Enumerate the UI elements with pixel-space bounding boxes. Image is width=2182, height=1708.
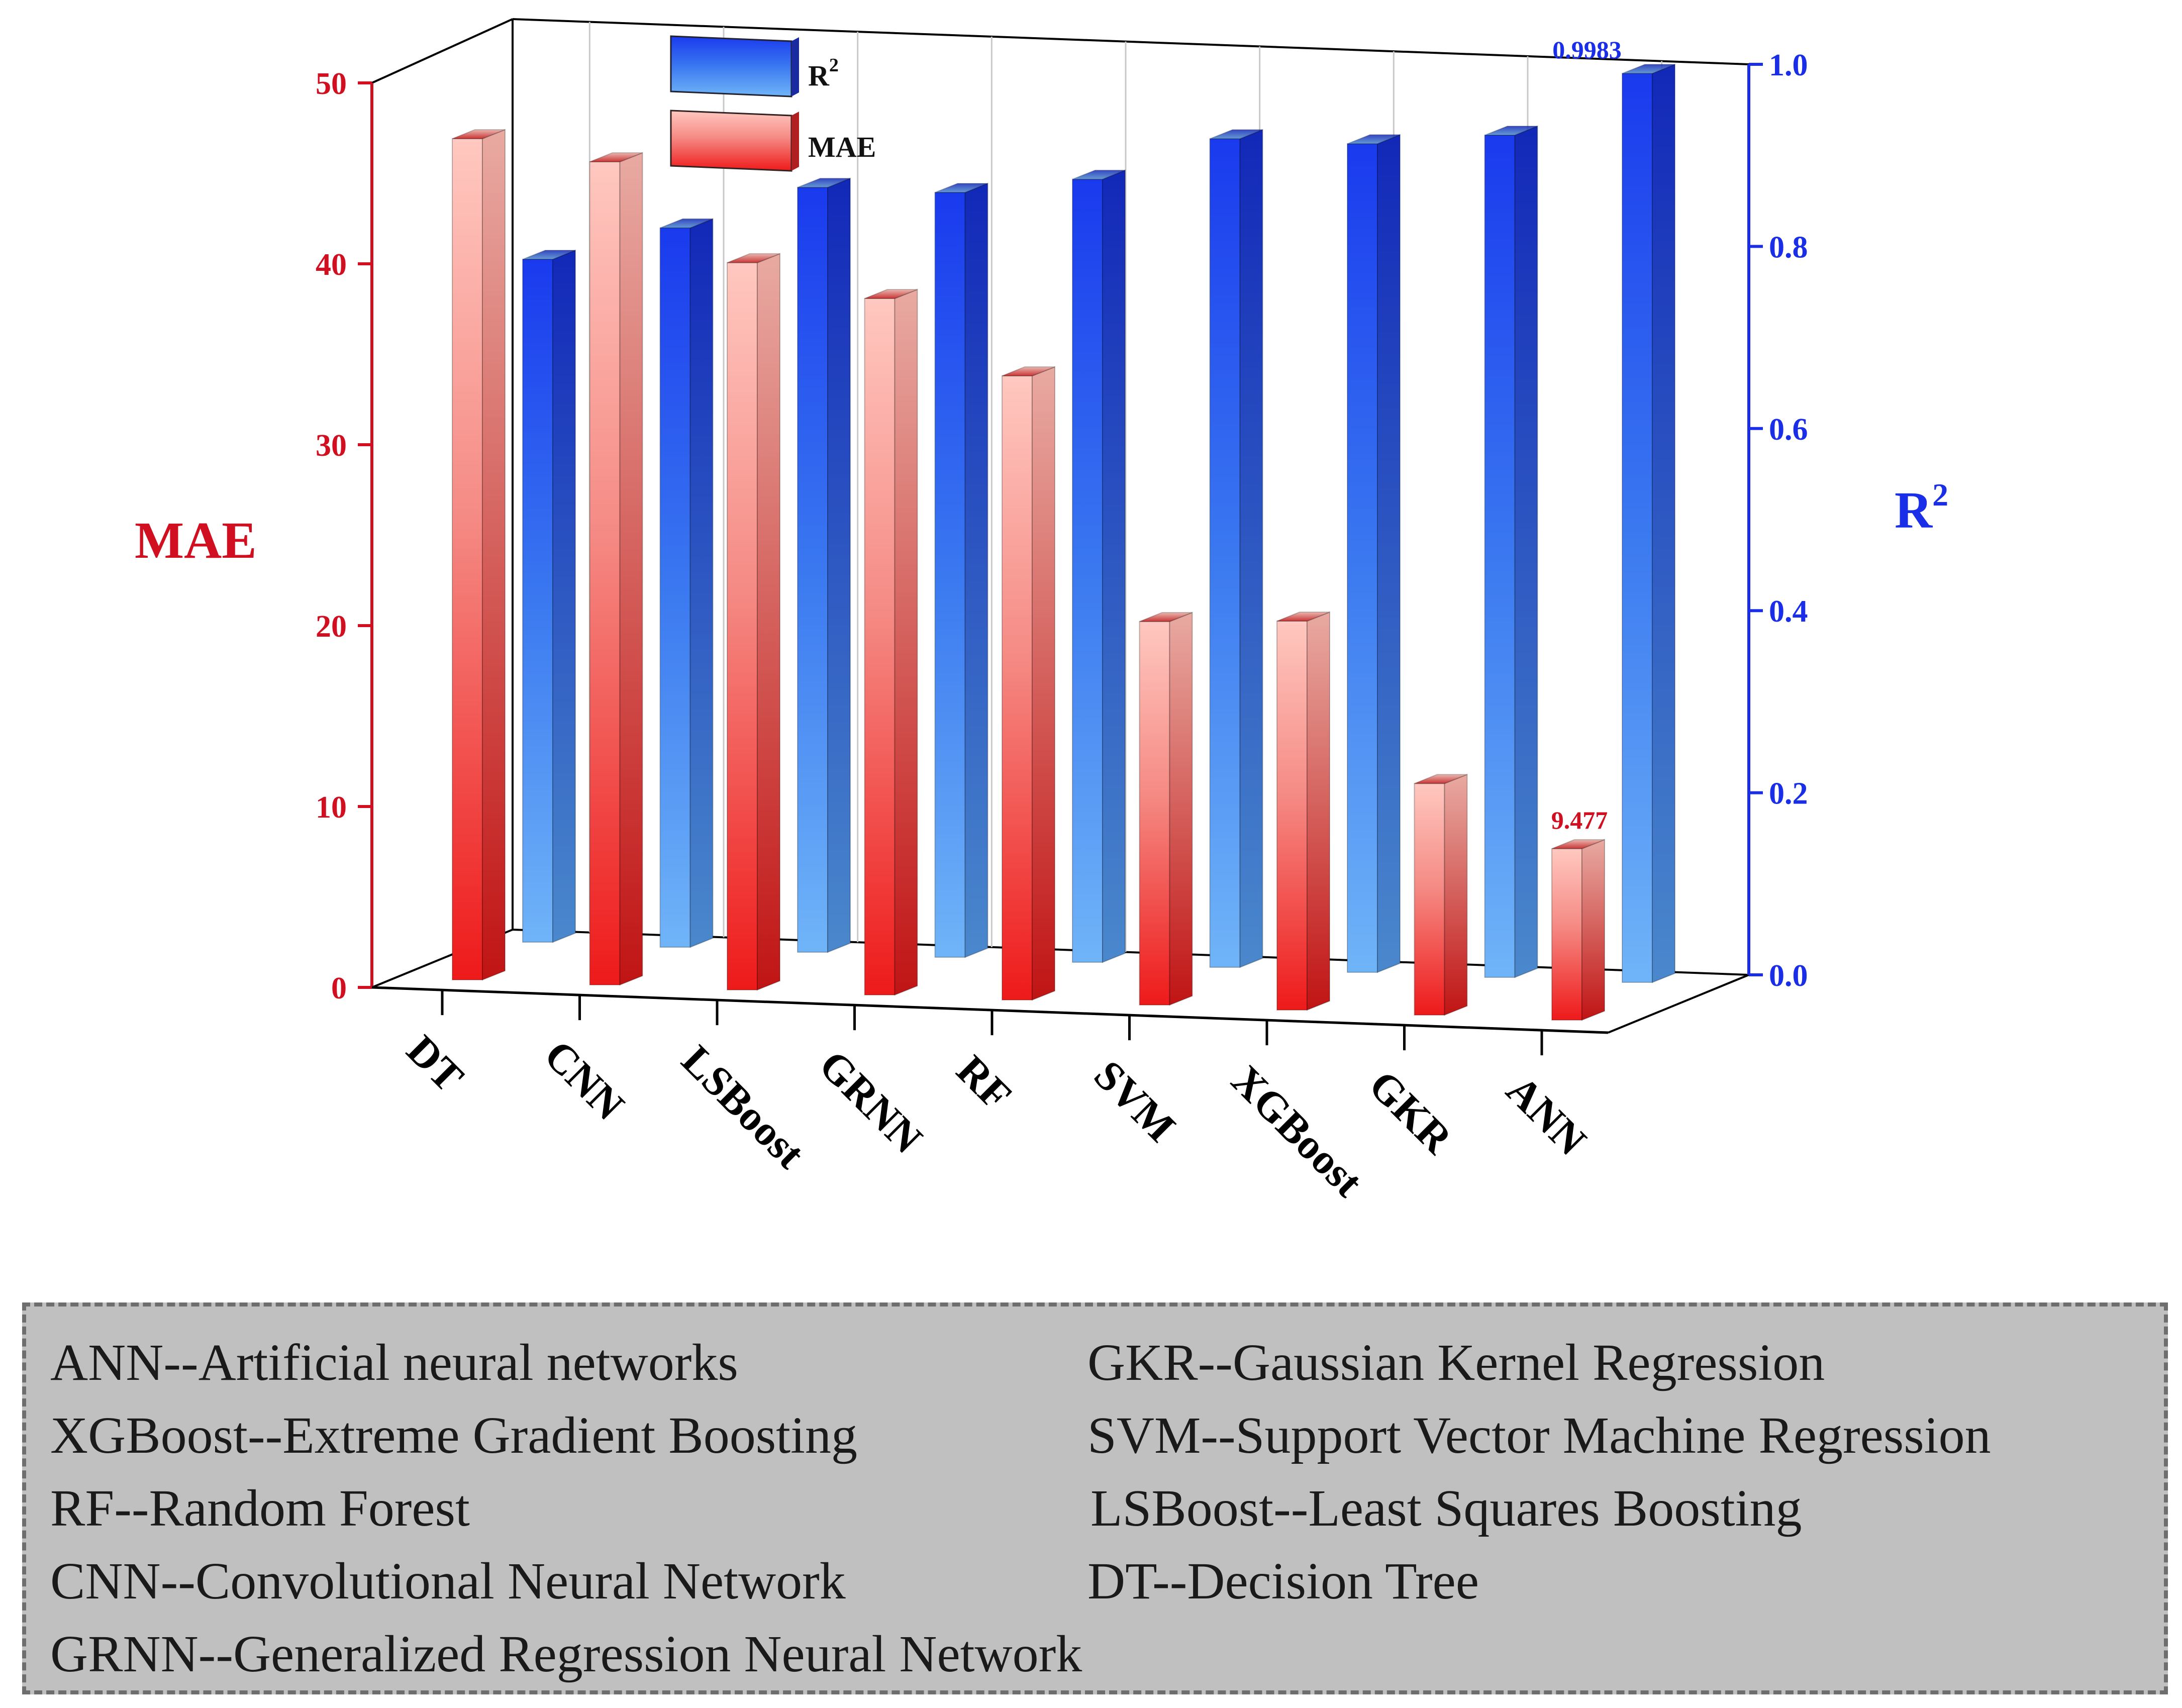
bar-mae-grnn — [864, 288, 918, 996]
abbrev-gkr: GKR--Gaussian Kernel Regression — [1087, 1334, 1825, 1391]
r2-axis-title: R2 — [1895, 477, 1948, 539]
bar-r2-dt — [522, 249, 576, 943]
r2-tick-label: 1.0 — [1769, 48, 1808, 82]
bar-mae-svm — [1139, 612, 1193, 1006]
mae-axis-title: MAE — [135, 512, 257, 569]
bar-mae-xgboost — [1276, 611, 1330, 1011]
bar-r2-gkr — [1484, 125, 1538, 978]
svg-text:R2: R2 — [808, 55, 839, 92]
mae-tick-label: 30 — [316, 429, 347, 463]
category-label-ann: ANN — [1498, 1067, 1595, 1164]
r2-tick-label: 0.4 — [1769, 594, 1808, 629]
category-label-grnn: GRNN — [810, 1042, 931, 1163]
abbreviation-legend-box: ANN--Artificial neural networks XGBoost-… — [22, 1302, 2168, 1694]
bar-r2-cnn — [659, 218, 714, 948]
bar-mae-ann — [1551, 839, 1605, 1021]
bar-r2-grnn — [934, 182, 988, 958]
mae-tick-label: 20 — [316, 610, 347, 644]
r2-axis: 0.0 0.2 0.4 0.6 0.8 1.0 — [1747, 48, 1808, 993]
plot-frame — [371, 18, 1750, 1034]
mae-tick-label: 50 — [316, 67, 347, 101]
bar-r2-lsboost — [797, 177, 851, 953]
abbrev-dt: DT--Decision Tree — [1087, 1552, 1479, 1610]
category-label-dt: DT — [398, 1027, 472, 1101]
bar-r2-xgboost — [1347, 134, 1401, 973]
category-label-gkr: GKR — [1360, 1062, 1461, 1163]
svg-text:MAE: MAE — [808, 131, 876, 163]
data-label-ann-mae: 9.477 — [1551, 806, 1608, 834]
r2-tick-label: 0.6 — [1769, 413, 1808, 447]
bar-r2-rf — [1072, 169, 1126, 963]
bars-layer — [452, 63, 1675, 1021]
legend-item-mae: MAE — [670, 110, 876, 172]
mae-tick-label: 10 — [316, 790, 347, 825]
mae-axis: 0 10 20 30 40 50 — [316, 67, 373, 1006]
abbrev-rf: RF--Random Forest — [50, 1479, 470, 1537]
bar-r2-svm — [1209, 129, 1263, 968]
category-label-lsboost: LSBoost — [673, 1037, 814, 1177]
r2-tick-label: 0.8 — [1769, 230, 1808, 264]
bar-r2-ann — [1622, 63, 1675, 983]
r2-tick-label: 0.2 — [1769, 777, 1808, 811]
legend: R2 MAE — [670, 35, 876, 172]
bar-mae-dt — [452, 129, 506, 981]
category-label-xgboost: XGBoost — [1223, 1057, 1372, 1206]
abbrev-ann: ANN--Artificial neural networks — [50, 1334, 738, 1391]
bar-mae-gkr — [1414, 773, 1468, 1016]
bar-mae-lsboost — [727, 253, 780, 991]
bar-mae-cnn — [589, 152, 643, 986]
r2-tick-label: 0.0 — [1769, 959, 1808, 993]
abbrev-svm: SVM--Support Vector Machine Regression — [1087, 1406, 1991, 1464]
mae-tick-label: 40 — [316, 248, 347, 282]
abbrev-cnn: CNN--Convolutional Neural Network — [50, 1552, 846, 1610]
category-label-cnn: CNN — [535, 1032, 633, 1129]
abbrev-lsboost: LSBoost--Least Squares Boosting — [1090, 1479, 1802, 1537]
mae-tick-label: 0 — [331, 971, 347, 1006]
category-label-rf: RF — [948, 1047, 1021, 1120]
data-label-ann-r2: 0.9983 — [1552, 36, 1622, 64]
category-axis — [371, 986, 1609, 1056]
abbrev-grnn: GRNN--Generalized Regression Neural Netw… — [50, 1625, 1082, 1683]
legend-item-r2: R2 — [670, 35, 839, 97]
abbrev-xgboost: XGBoost--Extreme Gradient Boosting — [50, 1406, 857, 1464]
category-label-svm: SVM — [1085, 1052, 1184, 1151]
chart: 0 10 20 30 40 50 MAE 0.0 0.2 0.4 0.6 0.8 1.0 R2 DT… — [135, 18, 1948, 1206]
bar-mae-rf — [1002, 366, 1055, 1001]
